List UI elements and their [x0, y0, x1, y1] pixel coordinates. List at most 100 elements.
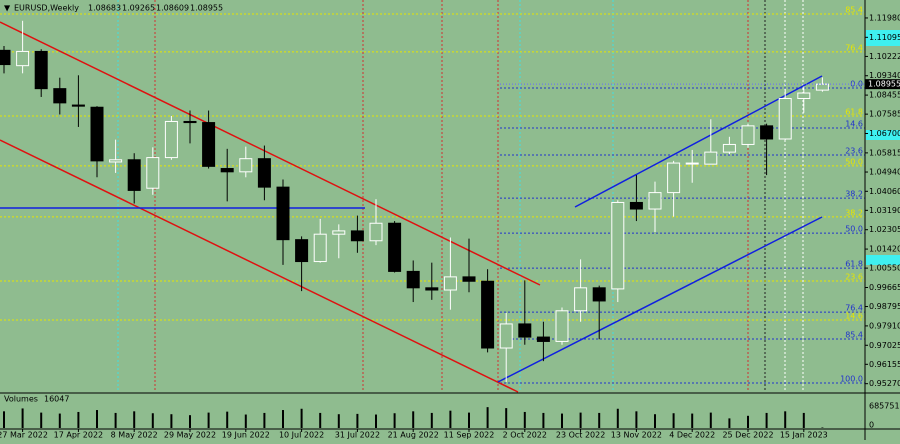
candle-body — [257, 158, 271, 188]
candle-body — [332, 230, 346, 235]
x-tick-label: 27 Mar 2022 — [0, 431, 48, 440]
header-low: 1.08609 — [156, 4, 189, 13]
last-price-box — [865, 79, 900, 90]
header-icon: ▼ — [4, 4, 11, 13]
candle-body — [90, 106, 104, 162]
fibo-label: 61.8 — [845, 260, 863, 269]
x-tick-label: 25 Dec 2022 — [722, 431, 773, 440]
candle-body — [109, 159, 123, 163]
fibo-label: 0.0 — [850, 79, 863, 88]
period-separators — [117, 0, 804, 392]
x-tick-label: 8 May 2022 — [111, 431, 158, 440]
candle-body — [127, 159, 141, 191]
y-tick-label: 1.03190 — [869, 206, 900, 215]
fibo-label: 85.4 — [845, 6, 863, 15]
candle-body — [518, 323, 532, 338]
y-tick-label: 1.02305 — [869, 225, 900, 234]
volume-last: 16047 — [44, 395, 69, 404]
candle-body — [667, 162, 681, 194]
x-tick-label: 13 Nov 2022 — [611, 431, 662, 440]
candle-body — [592, 287, 606, 302]
candle-body — [536, 336, 550, 342]
candle-body — [425, 287, 439, 291]
x-tick-label: 19 Jun 2022 — [222, 431, 270, 440]
x-tick-label: 21 Aug 2022 — [388, 431, 439, 440]
candle-body — [797, 92, 811, 99]
y-tick-label: 0.96155 — [869, 360, 900, 369]
candle-body — [239, 158, 253, 173]
trend-line — [0, 139, 519, 393]
header: ▼ EURUSD,Weekly 1.08683 1.09265 1.08609 … — [4, 4, 223, 13]
header-open: 1.08683 — [88, 4, 121, 13]
y-tick-label: 1.11095 — [869, 33, 900, 42]
fibo-label: 100.0 — [840, 375, 863, 384]
x-tick-label: 17 Apr 2022 — [54, 431, 103, 440]
candle-body — [574, 287, 588, 312]
candle-body — [276, 186, 290, 241]
candle-body — [146, 157, 160, 189]
level-highlight — [866, 130, 900, 140]
candle-body — [220, 168, 234, 173]
candle-body — [462, 276, 476, 282]
fibo-label: 14.6 — [845, 120, 863, 129]
y-tick-label: 1.04940 — [869, 168, 900, 177]
trend-line — [574, 75, 823, 208]
y-tick-label: 1.08455 — [869, 91, 900, 100]
y-tick-label: 1.07585 — [869, 110, 900, 119]
candle-body — [760, 125, 774, 140]
fibo-label: 14.6 — [845, 311, 863, 320]
candle-body — [34, 50, 48, 90]
fibo-label: 23.6 — [845, 146, 863, 155]
x-tick-label: 29 May 2022 — [164, 431, 216, 440]
candle-body — [164, 120, 178, 159]
candle-body — [71, 104, 85, 107]
y-tick-label: 0.97910 — [869, 321, 900, 330]
y-tick-label: 1.11980 — [869, 13, 900, 22]
x-tick-label: 23 Oct 2022 — [556, 431, 605, 440]
x-tick-label: 10 Jul 2022 — [279, 431, 324, 440]
candle-body — [313, 233, 327, 263]
trend-line — [497, 216, 823, 383]
y-tick-label: 1.06700 — [869, 129, 900, 138]
candle-body — [611, 201, 625, 290]
candles — [0, 20, 829, 382]
volume-tick-label: 0 — [869, 421, 874, 430]
y-tick-label: 1.10222 — [869, 52, 900, 61]
candle-body — [388, 222, 402, 272]
candle-body — [183, 120, 197, 124]
candle-body — [16, 50, 30, 67]
fibo-label: 38.2 — [845, 208, 863, 217]
fibo-label: 76.4 — [845, 304, 863, 313]
x-tick-label: 31 Jul 2022 — [335, 431, 380, 440]
candle-body — [778, 97, 792, 140]
x-tick-label: 11 Sep 2022 — [444, 431, 495, 440]
candle-body — [704, 151, 718, 165]
fibo-label: 38.2 — [845, 190, 863, 199]
fibo-label: 85.4 — [845, 331, 863, 340]
candle-body — [202, 122, 216, 167]
candle-body — [0, 49, 11, 66]
x-tick-label: 4 Dec 2022 — [669, 431, 715, 440]
candle-body — [350, 230, 364, 242]
y-tick-label: 0.95270 — [869, 379, 900, 388]
y-tick-label: 0.99665 — [869, 283, 900, 292]
candle-body — [295, 239, 309, 263]
y-tick-label: 1.04060 — [869, 187, 900, 196]
fibo-label: 50.0 — [845, 225, 863, 234]
candle-body — [648, 192, 662, 210]
candle-body — [481, 280, 495, 349]
volume-panel: 0 685751 Volumes 16047 — [3, 395, 900, 430]
level-highlight — [866, 30, 900, 46]
y-tick-label: 0.98795 — [869, 302, 900, 311]
candle-body — [369, 222, 383, 242]
y-tick-label: 1.05815 — [869, 148, 900, 157]
x-tick-label: 2 Oct 2022 — [503, 431, 547, 440]
x-tick-label: 15 Jan 2023 — [780, 431, 828, 440]
chart-title: EURUSD,Weekly — [14, 4, 79, 13]
volume-title: Volumes — [4, 395, 38, 404]
candle-body — [629, 201, 643, 210]
candle-body — [53, 88, 67, 104]
candle-body — [406, 270, 420, 289]
